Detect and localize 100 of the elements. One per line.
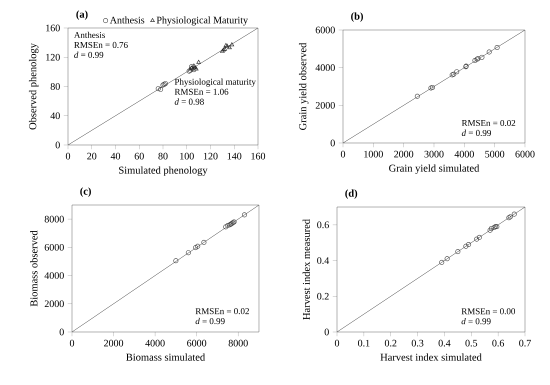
annotation: d = 0.99 <box>74 52 104 58</box>
point <box>488 226 494 231</box>
annotation: RMSEn = 0.02 <box>196 308 249 314</box>
annotation: d = 0.99 <box>462 318 491 324</box>
point <box>439 260 444 265</box>
y-tick-label: 8000 <box>44 216 64 222</box>
x-tick-label: 0.3 <box>412 340 424 347</box>
annotation: d = 0.98 <box>174 98 204 105</box>
point <box>186 250 191 256</box>
x-tick-label: 6000 <box>515 150 535 158</box>
x-tick-label: 0 <box>66 152 70 160</box>
point <box>444 256 450 262</box>
annotation: RMSEn = 0.76 <box>74 42 128 48</box>
x-tick-label: 5000 <box>485 150 504 158</box>
point <box>221 47 226 52</box>
x-tick-label: 2000 <box>104 340 124 346</box>
point <box>466 242 472 247</box>
y-tick-label: 160 <box>46 24 60 32</box>
chart-title: (a) <box>76 10 88 20</box>
point <box>476 234 482 240</box>
point <box>195 244 200 249</box>
x-axis-title: Harvest index simulated <box>380 353 482 361</box>
y-axis-title: Observed phenology <box>28 43 38 130</box>
annotation: RMSEn = 0.00 <box>462 308 516 314</box>
y-tick-label: 120 <box>46 54 60 61</box>
y-axis-title: Biomass observed <box>30 230 38 306</box>
point <box>192 64 198 69</box>
x-tick-label: 0.4 <box>438 340 451 347</box>
point <box>486 50 492 55</box>
y-tick-label: 0 <box>324 328 329 336</box>
legend-label: Anthesis <box>110 16 144 24</box>
y-tick-label: 0 <box>60 328 64 336</box>
x-axis-title: Grain yield simulated <box>389 164 480 174</box>
y-tick-label: 80 <box>50 83 60 90</box>
chart-title: (d) <box>345 189 358 199</box>
x-tick-label: 160 <box>251 152 266 160</box>
point <box>512 212 517 217</box>
x-tick-label: 4000 <box>145 340 165 346</box>
point <box>479 54 484 60</box>
y-tick-label: 0.6 <box>317 221 329 228</box>
annotation: d = 0.99 <box>462 130 491 136</box>
point <box>201 240 206 245</box>
x-tick-label: 0 <box>340 150 346 158</box>
y-axis-title: Harvest index measured <box>302 219 310 320</box>
y-tick-label: 0 <box>56 142 60 148</box>
point <box>194 66 198 70</box>
annotation: RMSEn = 1.06 <box>174 88 228 95</box>
x-tick-label: 100 <box>180 152 194 160</box>
x-tick-label: 1000 <box>364 150 383 158</box>
point <box>227 45 232 50</box>
point <box>158 86 164 92</box>
point <box>463 244 468 249</box>
annotation: Physiological maturity <box>174 78 256 87</box>
annotation: d = 0.99 <box>196 318 225 324</box>
point <box>488 228 493 233</box>
x-tick-label: 120 <box>204 152 218 160</box>
x-tick-label: 40 <box>110 152 120 160</box>
y-tick-label: 0.4 <box>317 257 330 264</box>
y-tick-label: 0.2 <box>317 292 329 300</box>
legend-label: Physiological Maturity <box>156 16 248 26</box>
x-tick-label: 3000 <box>424 150 444 158</box>
chart-title: (b) <box>351 12 363 22</box>
x-tick-label: 4000 <box>454 150 474 158</box>
point <box>225 222 230 228</box>
x-tick-label: 60 <box>134 152 144 160</box>
y-tick-label: 4000 <box>315 64 335 72</box>
x-tick-label: 80 <box>158 152 168 160</box>
point <box>193 245 198 250</box>
x-tick-label: 0 <box>334 340 340 346</box>
x-tick-label: 20 <box>87 152 96 160</box>
x-tick-label: 140 <box>228 152 242 160</box>
point <box>192 64 196 68</box>
y-axis-title: Grain yield observed <box>298 42 308 130</box>
y-tick-label: 6000 <box>44 244 64 251</box>
x-axis-title: Biomass simulated <box>126 353 206 361</box>
point <box>230 42 234 46</box>
point <box>242 212 247 218</box>
x-tick-label: 0 <box>70 340 74 346</box>
point <box>223 224 228 230</box>
annotation: Anthesis <box>74 32 105 38</box>
x-tick-label: 0.2 <box>384 340 396 347</box>
chart-title: (c) <box>80 187 91 197</box>
annotation: RMSEn = 0.02 <box>462 120 516 126</box>
x-tick-label: 2000 <box>394 150 414 158</box>
point <box>173 258 178 264</box>
y-tick-label: 2000 <box>44 300 64 308</box>
point <box>472 58 478 64</box>
x-tick-label: 0.7 <box>519 340 531 347</box>
y-tick-label: 6000 <box>316 26 335 34</box>
point <box>494 45 500 50</box>
point <box>474 236 480 242</box>
point <box>454 69 460 74</box>
y-tick-label: 0 <box>330 140 335 146</box>
point <box>455 249 460 254</box>
x-tick-label: 6000 <box>187 340 206 346</box>
y-tick-label: 2000 <box>316 102 335 109</box>
x-tick-label: 0.1 <box>358 340 370 347</box>
x-tick-label: 8000 <box>228 340 248 346</box>
y-tick-label: 40 <box>50 112 60 120</box>
x-tick-label: 0.5 <box>465 340 478 347</box>
